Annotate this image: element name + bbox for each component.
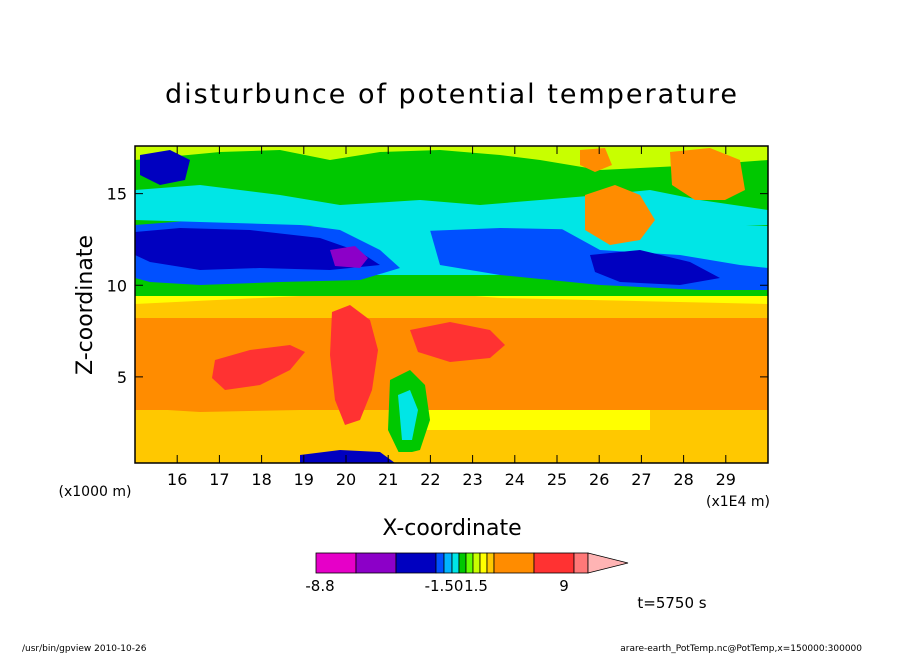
x-tick-label: 19 <box>294 470 314 489</box>
cold-blob-top-left <box>140 150 190 185</box>
colorbar-labels: -8.8 -1.50 1.5 9 <box>305 577 568 595</box>
y-axis-ticks: 5 10 15 <box>107 185 768 387</box>
colorbar-tick-label: -1.50 <box>425 577 464 595</box>
x-tick-label: 29 <box>716 470 736 489</box>
colorbar-swatch <box>533 552 575 574</box>
warm-core-west <box>212 345 305 390</box>
colorbar <box>315 552 629 574</box>
colorbar-tick-label: 1.5 <box>464 577 488 595</box>
colorbar-swatch <box>479 552 488 574</box>
y-tick-label: 5 <box>117 368 127 387</box>
x-unit-label: (x1E4 m) <box>706 494 770 510</box>
footer-right: arare-earth_PotTemp.nc@PotTemp,x=150000:… <box>620 644 862 654</box>
x-tick-label: 17 <box>209 470 229 489</box>
cold-pocket-summit <box>330 246 368 268</box>
colorbar-swatch <box>315 552 357 574</box>
plot-frame <box>134 145 769 464</box>
chart-title: disturbunce of potential temperature <box>165 79 739 110</box>
y-tick-label: 15 <box>107 185 127 204</box>
x-tick-label: 28 <box>673 470 693 489</box>
surface-cold-strip <box>135 452 768 463</box>
x-tick-label: 18 <box>251 470 271 489</box>
x-tick-label: 16 <box>167 470 187 489</box>
colorbar-swatch <box>355 552 397 574</box>
colorbar-swatch <box>458 552 467 574</box>
band-inversion <box>135 296 768 318</box>
colorbar-swatch <box>573 552 589 574</box>
time-label: t=5750 s <box>637 594 706 612</box>
warm-upper-east <box>585 185 655 245</box>
colorbar-swatch <box>435 552 445 574</box>
x-axis-ticks: 16 17 18 19 20 21 22 23 24 25 26 27 28 29 <box>167 146 736 489</box>
x-tick-label: 25 <box>547 470 567 489</box>
x-tick-label: 27 <box>631 470 651 489</box>
colorbar-swatch <box>486 552 495 574</box>
y-unit-label: (x1000 m) <box>59 484 132 500</box>
plot-area <box>135 146 768 463</box>
colorbar-extend-arrow <box>587 552 629 574</box>
colorbar-swatch <box>472 552 481 574</box>
warm-core-east <box>410 322 505 362</box>
lee-wave-cyan <box>398 390 418 440</box>
cold-core-west <box>135 228 380 270</box>
surface-blue <box>300 450 395 463</box>
colorbar-swatch <box>493 552 535 574</box>
cold-core-east <box>590 250 720 285</box>
colorbar-tick-label: -8.8 <box>305 577 334 595</box>
warm-core-central <box>330 305 378 425</box>
x-tick-label: 23 <box>462 470 482 489</box>
x-tick-label: 24 <box>505 470 525 489</box>
x-tick-label: 20 <box>336 470 356 489</box>
colorbar-swatch <box>465 552 474 574</box>
colorbar-swatch <box>451 552 460 574</box>
x-tick-label: 22 <box>420 470 440 489</box>
x-tick-label: 26 <box>589 470 609 489</box>
colorbar-tick-label: 9 <box>559 577 569 595</box>
y-tick-label: 10 <box>107 276 127 295</box>
warm-upper-far-east <box>670 148 745 200</box>
x-axis-label: X-coordinate <box>382 516 521 541</box>
x-tick-label: 21 <box>378 470 398 489</box>
footer-left: /usr/bin/gpview 2010-10-26 <box>22 644 147 654</box>
colorbar-swatch <box>443 552 453 574</box>
colorbar-swatch <box>395 552 437 574</box>
y-axis-label: Z-coordinate <box>73 235 98 375</box>
warm-upper-small <box>580 148 612 172</box>
